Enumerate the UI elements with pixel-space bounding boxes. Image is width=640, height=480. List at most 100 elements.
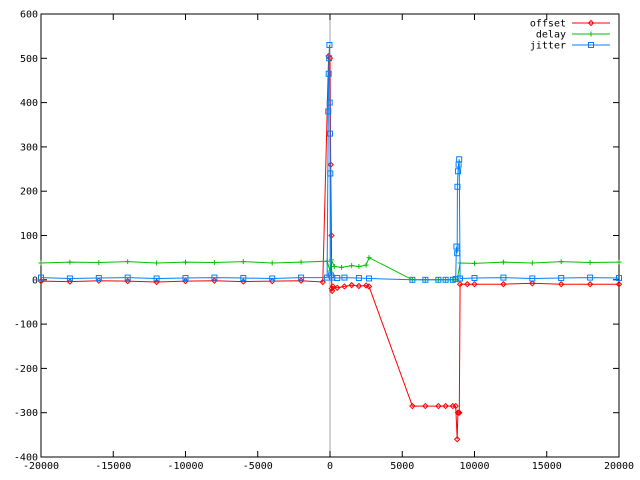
y-tick-label: 200 <box>20 187 38 198</box>
x-tick-label: -15000 <box>95 461 131 472</box>
data-point-jitter <box>456 156 463 163</box>
data-point-offset <box>500 281 507 288</box>
x-tick-label: 20000 <box>604 461 634 472</box>
data-point-delay <box>67 259 73 265</box>
data-point-offset <box>95 277 103 284</box>
data-point-delay <box>366 255 372 261</box>
x-tick-label: 0 <box>327 461 333 472</box>
legend-label: offset <box>530 19 566 30</box>
y-tick-label: 300 <box>20 142 38 153</box>
data-point-jitter <box>457 275 464 282</box>
data-point-jitter <box>327 170 334 177</box>
data-point-jitter <box>298 274 305 281</box>
data-point-delay <box>500 259 506 265</box>
x-tick-label: 5000 <box>390 461 414 472</box>
data-point-jitter <box>269 275 276 282</box>
data-point-delay <box>96 260 102 266</box>
data-point-offset <box>341 283 348 290</box>
data-point-delay <box>472 260 477 266</box>
y-tick-label: 500 <box>20 54 38 65</box>
y-tick-label: 0 <box>32 275 38 286</box>
data-point-jitter <box>366 275 373 282</box>
series-line-offset <box>40 54 619 440</box>
data-point-jitter <box>326 42 333 49</box>
data-point-delay <box>269 260 275 266</box>
data-point-jitter <box>124 274 131 281</box>
data-point-offset <box>471 281 478 288</box>
legend-item-jitter: jitter <box>530 41 610 52</box>
data-point-offset <box>268 277 276 285</box>
data-point-jitter <box>325 70 332 77</box>
data-point-offset <box>325 52 332 60</box>
y-tick-label: 600 <box>20 10 38 21</box>
data-point-offset <box>409 402 416 410</box>
data-point-jitter <box>454 183 461 190</box>
data-point-delay <box>339 264 345 270</box>
data-point-jitter <box>334 275 341 282</box>
data-point-delay <box>331 264 337 270</box>
data-point-delay <box>183 259 188 265</box>
data-point-jitter <box>471 275 478 282</box>
legend-label: delay <box>536 30 566 41</box>
data-point-offset <box>422 402 429 410</box>
data-point-offset <box>355 282 363 290</box>
data-point-offset <box>557 281 565 288</box>
x-axis-ticks: -20000 -15000 -10000 -5000 0 5000 10000 15000 20… <box>23 14 634 472</box>
data-point-jitter <box>455 168 462 175</box>
data-point-delay <box>125 259 131 265</box>
data-point-offset <box>365 283 373 290</box>
data-point-delay <box>587 260 593 266</box>
data-point-offset <box>334 284 341 291</box>
data-point-delay <box>328 257 334 263</box>
data-point-jitter <box>587 274 594 281</box>
data-point-offset <box>453 436 461 443</box>
data-point-jitter <box>325 108 332 115</box>
legend-swatch-marker <box>588 42 594 48</box>
data-point-jitter <box>452 275 459 282</box>
data-point-delay <box>154 260 160 266</box>
x-tick-label: -20000 <box>23 461 59 472</box>
legend-label: jitter <box>530 41 566 52</box>
data-point-offset <box>454 409 462 416</box>
x-tick-label: -10000 <box>167 461 203 472</box>
x-tick-label: -5000 <box>243 461 273 472</box>
legend-swatch-marker <box>587 19 595 27</box>
y-tick-label: 100 <box>20 231 38 242</box>
data-point-offset <box>329 283 337 290</box>
data-point-jitter <box>327 130 333 137</box>
data-point-delay <box>558 259 564 265</box>
data-point-offset <box>464 281 471 288</box>
data-point-jitter <box>453 243 460 250</box>
data-point-jitter <box>616 275 622 282</box>
data-point-jitter <box>341 274 348 281</box>
legend-item-offset: offset <box>530 19 610 30</box>
data-point-offset <box>586 281 594 288</box>
data-point-jitter <box>558 275 565 282</box>
data-point-delay <box>211 260 217 266</box>
data-point-jitter <box>355 275 362 282</box>
data-point-offset <box>455 409 462 416</box>
y-tick-label: -200 <box>14 364 38 375</box>
data-point-offset <box>615 281 623 288</box>
data-point-jitter <box>240 275 247 282</box>
data-point-offset <box>452 402 459 410</box>
data-point-jitter <box>38 274 44 281</box>
y-axis-ticks: -400 -300 -200 -100 0 100 200 300 400 500 600 <box>14 10 619 464</box>
data-point-offset <box>319 278 326 286</box>
y-tick-label: -300 <box>14 408 38 419</box>
data-point-delay <box>38 260 44 266</box>
data-point-jitter <box>442 276 449 283</box>
data-point-jitter <box>529 275 536 282</box>
data-point-jitter <box>211 274 218 281</box>
y-tick-label: -400 <box>14 453 38 464</box>
data-point-delay <box>298 259 304 265</box>
data-point-jitter <box>95 275 102 282</box>
data-point-jitter <box>454 250 461 257</box>
x-tick-label: 10000 <box>459 461 489 472</box>
data-point-offset <box>442 402 449 410</box>
series-layer <box>37 42 623 443</box>
data-point-jitter <box>500 274 507 281</box>
data-point-offset <box>348 281 355 289</box>
data-point-delay <box>349 263 355 269</box>
